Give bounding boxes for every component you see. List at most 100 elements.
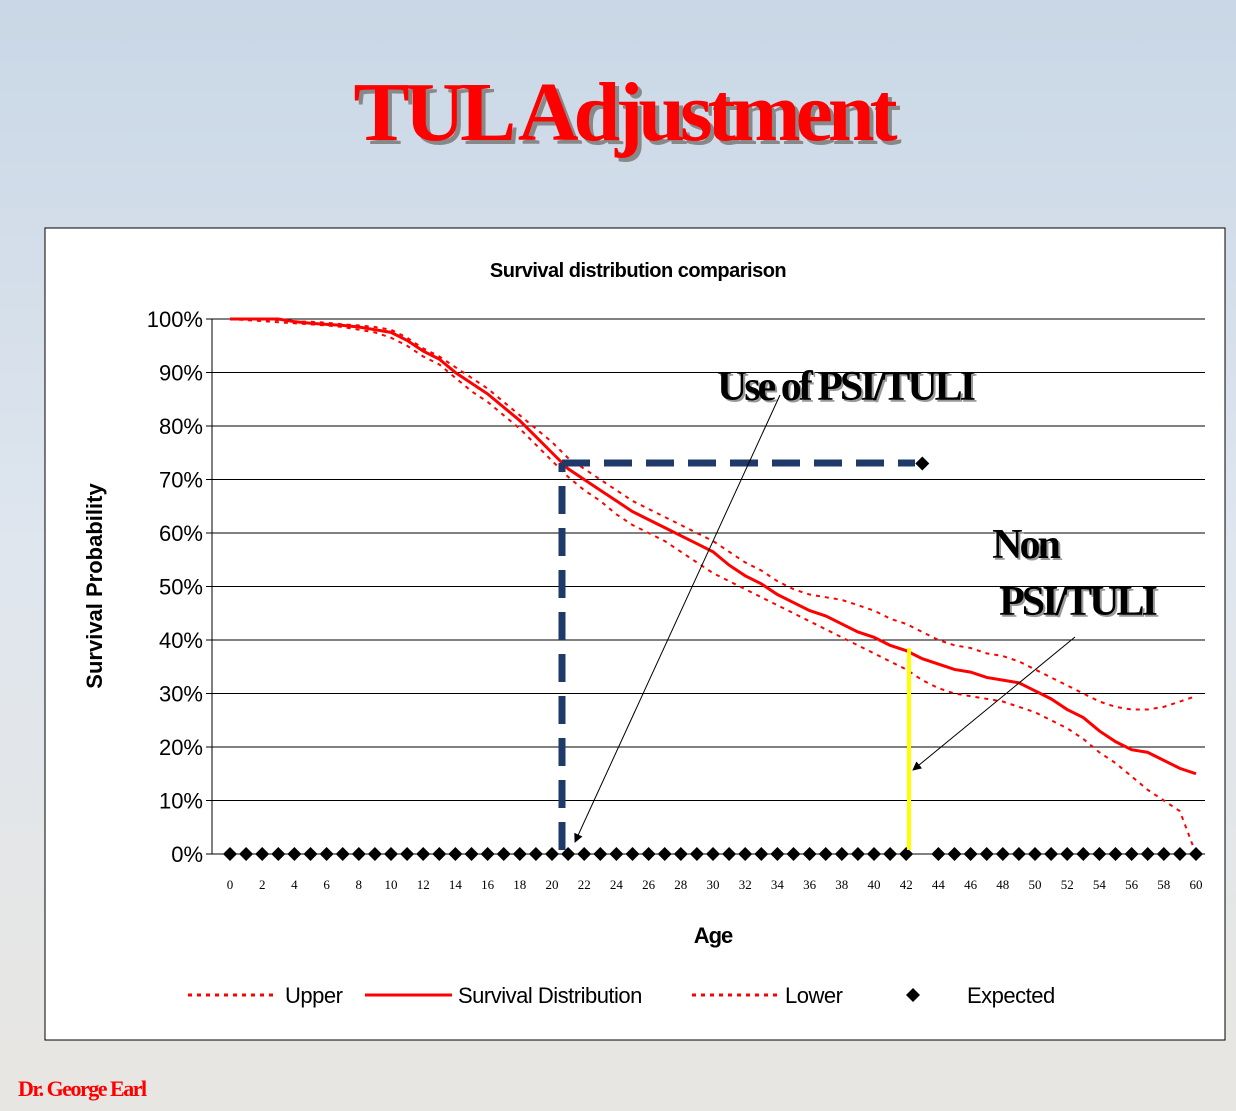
chart-title: Survival distribution comparison — [490, 260, 786, 282]
y-tick-label: 30% — [159, 682, 203, 707]
x-tick-label: 42 — [900, 877, 913, 892]
annotation: Non — [992, 522, 1060, 568]
x-tick-label: 22 — [578, 877, 591, 892]
x-tick-label: 56 — [1125, 877, 1139, 892]
x-tick-label: 0 — [227, 877, 234, 892]
plot: 0%10%20%30%40%50%60%70%80%90%100%0 2 4 6 8 10… — [147, 307, 1205, 892]
expected-marker — [384, 847, 398, 861]
expected-marker — [271, 847, 286, 861]
expected-marker — [802, 847, 817, 861]
y-tick-label: 70% — [159, 468, 203, 493]
x-tick-label: 2 — [259, 877, 266, 892]
y-axis-label: Survival Probability — [82, 483, 107, 689]
expected-marker — [979, 847, 994, 861]
legend: Upper Survival Distribution Lower Expected — [188, 983, 1055, 1008]
x-tick-label: 20 — [546, 877, 559, 892]
arrow — [574, 394, 781, 843]
expected-marker — [528, 847, 543, 861]
x-tick-label: 50 — [1029, 877, 1042, 892]
x-tick-label: 40 — [868, 877, 881, 892]
expected-marker — [915, 456, 930, 471]
expected-marker — [706, 847, 720, 861]
expected-marker — [947, 847, 962, 861]
expected-marker — [448, 847, 463, 861]
x-tick-label: 38 — [835, 877, 848, 892]
legend-label: Expected — [967, 983, 1055, 1008]
series-line — [229, 318, 1197, 855]
expected-marker — [1124, 847, 1139, 861]
expected-marker — [319, 847, 334, 861]
expected-marker — [593, 847, 608, 861]
legend-label: Survival Distribution — [458, 983, 642, 1008]
x-tick-label: 18 — [513, 877, 526, 892]
x-tick-label: 16 — [481, 877, 495, 892]
expected-marker — [850, 847, 865, 861]
slide-title: TUL Adjustment — [353, 66, 897, 159]
series-line — [230, 317, 1197, 776]
y-tick-label: 20% — [159, 735, 203, 760]
x-tick-label: 46 — [964, 877, 978, 892]
expected-marker — [1060, 847, 1075, 861]
expected-marker — [335, 847, 350, 861]
x-tick-label: 30 — [707, 877, 720, 892]
expected-marker — [496, 847, 511, 861]
expected-marker — [625, 847, 640, 861]
expected-marker — [223, 847, 237, 861]
x-tick-label: 10 — [385, 877, 398, 892]
expected-marker — [1028, 847, 1042, 861]
expected-marker — [963, 847, 978, 861]
expected-marker — [1044, 847, 1059, 861]
expected-marker — [432, 847, 447, 861]
x-tick-label: 24 — [610, 877, 624, 892]
expected-marker — [512, 847, 527, 861]
expected-marker — [416, 847, 431, 861]
expected-marker — [609, 847, 624, 861]
expected-marker — [931, 847, 946, 861]
expected-marker — [641, 847, 656, 861]
annotation-shadow: PSI/TULI — [1001, 581, 1158, 627]
y-tick-label: 40% — [159, 628, 203, 653]
x-tick-label: 44 — [932, 877, 946, 892]
x-tick-label: 14 — [449, 877, 463, 892]
legend-label: Upper — [285, 983, 343, 1008]
expected-marker — [351, 847, 366, 861]
legend-marker — [906, 988, 920, 1002]
y-tick-label: 80% — [159, 414, 203, 439]
arrow — [912, 636, 1076, 771]
expected-marker — [1140, 847, 1155, 861]
y-tick-label: 0% — [171, 842, 203, 867]
slide-title-shadow: TUL Adjustment — [357, 70, 901, 163]
expected-marker — [303, 847, 318, 861]
expected-marker — [1172, 847, 1187, 861]
expected-marker — [867, 847, 881, 861]
legend-label: Lower — [785, 983, 843, 1008]
annotation-shadow: Use of PSI/TULI — [719, 366, 977, 412]
x-tick-label: 28 — [674, 877, 687, 892]
y-tick-label: 100% — [147, 307, 203, 332]
expected-marker — [786, 847, 801, 861]
x-tick-label: 6 — [323, 877, 330, 892]
x-tick-label: 32 — [739, 877, 752, 892]
expected-marker — [255, 847, 270, 861]
expected-marker — [561, 847, 576, 861]
expected-marker — [464, 847, 479, 861]
y-tick-label: 10% — [159, 789, 203, 814]
expected-marker — [287, 847, 302, 861]
expected-marker — [834, 847, 849, 861]
chart-box — [44, 227, 1226, 1041]
expected-marker — [1092, 847, 1107, 861]
x-tick-label: 60 — [1190, 877, 1203, 892]
expected-marker — [722, 847, 737, 861]
expected-marker — [818, 847, 833, 861]
expected-marker — [480, 847, 495, 861]
x-tick-label: 12 — [417, 877, 430, 892]
expected-marker — [883, 847, 898, 861]
expected-marker — [577, 847, 592, 861]
x-tick-label: 52 — [1061, 877, 1074, 892]
annotation: Use of PSI/TULI — [717, 364, 975, 410]
x-tick-label: 36 — [803, 877, 817, 892]
expected-marker — [673, 847, 688, 861]
expected-marker — [367, 847, 382, 861]
